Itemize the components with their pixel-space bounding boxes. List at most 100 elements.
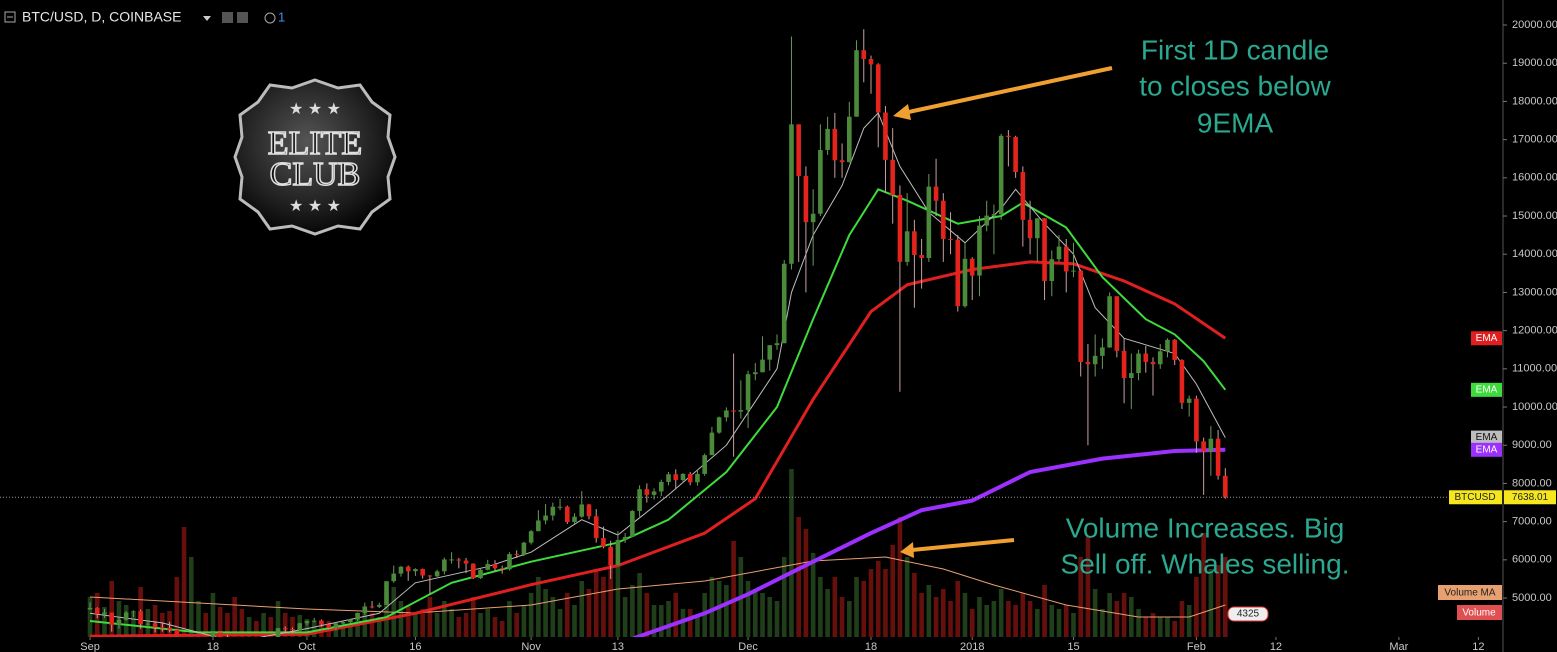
volume-bar: [254, 621, 259, 637]
candle-body: [861, 50, 867, 60]
logo-text: ELITE: [268, 125, 362, 162]
annotation: Sell off. Whales selling.: [1061, 548, 1350, 579]
ema-tag: [1471, 382, 1502, 397]
volume-bar: [1172, 621, 1178, 637]
candle-body: [687, 473, 693, 483]
symbol-title[interactable]: BTC/USD, D, COINBASE: [22, 9, 181, 25]
candle-body: [572, 516, 577, 523]
candle-body: [912, 231, 917, 255]
volume-bar: [1085, 537, 1091, 637]
ema-tag: [1471, 331, 1502, 346]
volume-bar: [478, 613, 483, 637]
x-tick-label: Sep: [80, 641, 100, 652]
volume-bar: [644, 593, 650, 637]
volume-bar: [926, 585, 932, 637]
candle-body: [1179, 360, 1185, 403]
volume-bar: [579, 581, 585, 637]
stars: ★ ★ ★: [289, 198, 341, 215]
candle-body: [87, 607, 93, 610]
candle-body: [319, 620, 324, 625]
settings-icon[interactable]: [237, 12, 248, 23]
alert-icon[interactable]: [264, 12, 276, 24]
candle-body: [1006, 135, 1011, 137]
candle-body: [521, 542, 527, 555]
ema-tag-text: EMA: [1476, 444, 1498, 455]
volume-bar: [1208, 569, 1214, 637]
candle-body: [492, 564, 498, 569]
candle-body: [955, 239, 961, 307]
candle-body: [1215, 438, 1221, 476]
volume-bar: [413, 613, 418, 637]
candle-body: [311, 620, 317, 622]
volume-bar: [290, 617, 295, 637]
volume-bar: [463, 613, 469, 637]
volume-bar: [969, 609, 975, 637]
volume-bar: [854, 577, 859, 637]
volume-bar: [622, 597, 628, 637]
y-tick-label: 15000.00: [1512, 210, 1557, 222]
settings-icon[interactable]: [222, 12, 233, 23]
collapse-icon[interactable]: [4, 11, 16, 23]
candle-body: [630, 510, 635, 537]
volume-bar: [398, 601, 404, 637]
candle-body: [1186, 398, 1192, 403]
x-tick-label: Nov: [521, 641, 541, 652]
volume-bar: [962, 593, 968, 637]
candle-body: [282, 628, 288, 630]
volume-bar: [1223, 557, 1228, 637]
seal: [233, 78, 397, 236]
volume-bar: [427, 597, 433, 637]
candle-body: [897, 195, 903, 262]
countdown: 4325: [1237, 609, 1260, 620]
volume-bar: [1143, 617, 1149, 637]
ema-tag: [1471, 430, 1502, 445]
x-tick-label: 18: [865, 641, 877, 652]
candle-body: [1150, 361, 1156, 365]
symbol-tag: [1449, 490, 1502, 505]
candle-body: [991, 214, 997, 216]
candle-body: [1020, 172, 1026, 220]
volume-bar: [977, 597, 982, 637]
candle-body: [731, 410, 736, 412]
volume-bar: [601, 577, 606, 637]
volume-bar: [1035, 609, 1040, 637]
candle-body: [883, 112, 888, 160]
x-tick-label: Oct: [298, 641, 315, 652]
candle-body: [376, 604, 382, 607]
volume-bar: [839, 597, 845, 637]
volume-bar: [492, 617, 498, 637]
candle-body: [333, 623, 339, 628]
y-tick-label: 14000.00: [1512, 248, 1557, 260]
plot-area: [87, 29, 1228, 637]
volume-bar: [181, 527, 187, 637]
candle-body: [210, 632, 216, 637]
volume-bar: [1100, 609, 1105, 637]
candle-body: [362, 606, 368, 613]
candle-body: [514, 554, 519, 556]
volume-bar: [355, 619, 360, 637]
dropdown-icon[interactable]: [203, 16, 211, 21]
candle-body: [1063, 246, 1069, 272]
x-tick-label: 12: [1270, 641, 1282, 652]
volume-bar: [615, 561, 621, 637]
candle-body: [275, 628, 281, 637]
volume-bar: [1215, 565, 1221, 637]
volume-bar: [1049, 605, 1055, 637]
volume-bar: [449, 609, 454, 637]
candle-body: [1223, 475, 1228, 498]
candle-body: [948, 238, 953, 240]
volume-bar: [1114, 601, 1120, 637]
volume-bar: [941, 589, 946, 637]
candle-body: [297, 623, 303, 631]
y-tick-label: 19000.00: [1512, 57, 1557, 69]
last-price-tag: [1504, 490, 1556, 505]
volume-bar: [572, 605, 577, 637]
candle-body: [1042, 218, 1047, 281]
candle-body: [536, 520, 541, 532]
volume-bar: [550, 597, 556, 637]
candle-body: [528, 531, 534, 543]
candle-body: [724, 410, 729, 418]
candle-body: [984, 215, 989, 226]
annotation: Volume Increases. Big: [1066, 512, 1345, 543]
candle-body: [405, 566, 411, 572]
